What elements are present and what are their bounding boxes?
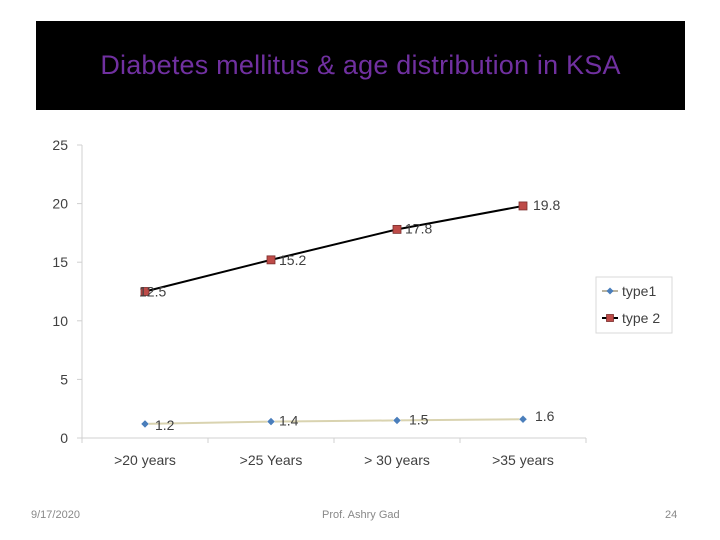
page-number: 24 — [665, 509, 678, 521]
data-point — [392, 416, 402, 425]
y-tick-label: 20 — [52, 196, 68, 212]
data-label: 12.5 — [139, 284, 166, 300]
chart-legend: type1 type 2 — [595, 276, 673, 334]
x-tick-label: >35 years — [492, 452, 554, 468]
footer-date: 9/17/2020 — [31, 509, 80, 521]
y-tick-label: 5 — [60, 371, 68, 387]
data-label: 1.4 — [279, 413, 299, 429]
data-label: 1.2 — [155, 417, 175, 433]
footer-author: Prof. Ashry Gad — [322, 509, 400, 521]
slide-title: Diabetes mellitus & age distribution in … — [100, 50, 621, 80]
data-point — [140, 419, 150, 429]
y-axis: 0 5 10 15 20 25 — [52, 137, 83, 446]
x-axis: >20 years >25 Years > 30 years >35 years — [81, 437, 587, 468]
y-tick-label: 15 — [52, 254, 68, 270]
legend-label: type 2 — [622, 310, 660, 326]
legend-marker — [606, 287, 614, 295]
x-tick-label: >25 Years — [240, 452, 303, 468]
data-point — [518, 414, 528, 424]
data-label: 15.2 — [279, 252, 306, 268]
legend-marker — [606, 314, 614, 322]
y-tick-label: 10 — [52, 313, 68, 329]
data-label: 17.8 — [405, 220, 432, 236]
data-label: 1.6 — [535, 408, 555, 424]
data-point — [266, 417, 276, 426]
x-tick-label: > 30 years — [364, 452, 430, 468]
y-tick-label: 25 — [52, 137, 68, 153]
data-point — [392, 224, 402, 234]
title-banner: Diabetes mellitus & age distribution in … — [36, 21, 685, 110]
legend-box — [595, 276, 673, 334]
data-label: 1.5 — [409, 411, 429, 427]
series-type-2: 12.5 15.2 17.8 19.8 — [139, 197, 560, 300]
series-line — [144, 204, 524, 293]
legend-label: type1 — [622, 283, 656, 299]
x-tick-label: >20 years — [114, 452, 176, 468]
y-tick-label: 0 — [60, 430, 68, 446]
series-line — [144, 418, 524, 425]
data-point — [140, 287, 150, 296]
data-point — [518, 201, 528, 211]
data-label: 19.8 — [533, 197, 560, 213]
data-point — [266, 255, 276, 265]
series-type1: 1.2 1.4 1.5 1.6 — [140, 408, 555, 433]
chart-series: 1.2 1.4 1.5 1.6 12.5 15.2 17.8 19.8 — [139, 197, 560, 433]
